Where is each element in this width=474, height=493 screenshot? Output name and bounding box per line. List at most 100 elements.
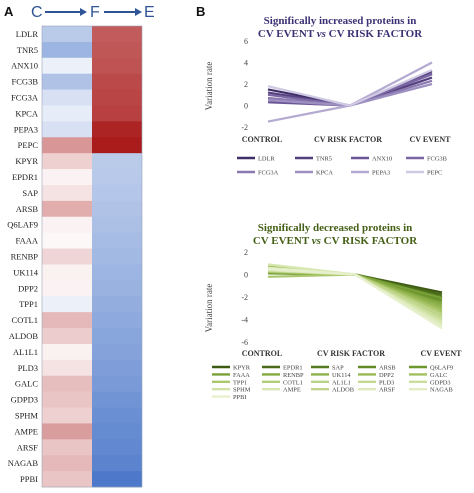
legend-item-anx10: ANX10 — [351, 156, 392, 163]
legend-item-ppbi: PPBI — [212, 394, 247, 401]
legend-label: EPDR1 — [283, 365, 303, 372]
legend-item-tpp1: TPP1 — [212, 379, 247, 386]
heatmap-cell-kpca-1 — [92, 105, 142, 122]
legend-label: ALDOB — [332, 387, 354, 394]
heatmap-cell-tpp1-0 — [42, 296, 92, 313]
heatmap-cell-sphm-1 — [92, 407, 142, 424]
heatmap-cell-q6laf9-0 — [42, 216, 92, 234]
heatmap-cell-uk114-1 — [92, 264, 142, 281]
heatmap-cell-kpyr-1 — [92, 153, 142, 170]
legend-label: GALC — [430, 372, 447, 379]
heatmap-row-label-ldlr: LDLR — [16, 29, 39, 39]
legend-label: UK114 — [332, 372, 351, 379]
decreased-chart-legend: KPYR EPDR1 SAP ARSB Q6LAF9 FAAA RENBP UK114 DPP2… — [212, 365, 453, 401]
increased-chart: Significally increased proteins in CV EV… — [204, 15, 451, 177]
legend-item-fcg3a: FCG3A — [237, 170, 279, 177]
heatmap-cell-ldlr-0 — [42, 26, 92, 43]
heatmap-cell-anx10-1 — [92, 57, 142, 75]
legend-item-cotl1: COTL1 — [262, 379, 303, 386]
heatmap-row-label-q6laf9: Q6LAF9 — [7, 220, 38, 230]
header-e: E — [144, 4, 155, 21]
heatmap-cell-gdpd3-0 — [42, 391, 92, 408]
legend-label: KPYR — [233, 365, 251, 372]
heatmap-cell-arsf-0 — [42, 439, 92, 456]
heatmap-cell-epdr1-0 — [42, 169, 92, 186]
ytick-label: 2 — [244, 248, 248, 257]
heatmap-row-label-gdpd3: GDPD3 — [11, 395, 38, 405]
ytick-label: 6 — [244, 37, 248, 46]
heatmap-cell-kpca-0 — [42, 105, 92, 122]
legend-item-al1l1: AL1L1 — [311, 379, 351, 386]
legend-item-renbp: RENBP — [262, 372, 304, 379]
heatmap-cell-fcg3a-1 — [92, 89, 142, 106]
decreased-chart-title-line2: CV EVENT vs CV RISK FACTOR — [253, 235, 418, 247]
heatmap-row-label-ppbi: PPBI — [20, 474, 38, 484]
x-category-control: CONTROL — [242, 349, 282, 358]
heatmap-cell-fcg3a-0 — [42, 89, 92, 106]
increased-chart-title-line2: CV EVENT vs CV RISK FACTOR — [258, 28, 423, 40]
heatmap-row-label-sphm: SPHM — [15, 410, 39, 420]
heatmap-cell-al1l1-0 — [42, 343, 92, 361]
increased-chart-title-line1: Significally increased proteins in — [264, 15, 417, 27]
legend-item-dpp2: DPP2 — [358, 372, 394, 379]
header-c: C — [31, 4, 43, 21]
heatmap-row-label-cotl1: COTL1 — [12, 315, 38, 325]
ytick-label: 0 — [244, 102, 248, 111]
legend-label: FCG3B — [427, 156, 447, 163]
legend-item-epdr1: EPDR1 — [262, 365, 303, 372]
heatmap-row-label-galc: GALC — [15, 379, 38, 389]
heatmap-row-label-anx10: ANX10 — [11, 61, 38, 71]
heatmap-row-label-pepa3: PEPA3 — [14, 124, 38, 134]
legend-label: TPP1 — [233, 379, 247, 386]
heatmap-cell-galc-0 — [42, 375, 92, 393]
legend-label: RENBP — [283, 372, 304, 379]
heatmap-cell-arsb-1 — [92, 200, 142, 218]
legend-item-tnr5: TNR5 — [295, 156, 332, 163]
heatmap-cell-arsb-0 — [42, 200, 92, 218]
legend-item-uk114: UK114 — [311, 372, 351, 379]
decreased-chart: Significally decreased proteins in CV EV… — [204, 222, 462, 401]
legend-label: COTL1 — [283, 379, 303, 386]
heatmap-cell-pld3-0 — [42, 359, 92, 377]
heatmap: LDLR TNR5 ANX10 FCG3B FCG3A KPCA PEPA3 PEPC KPYR… — [7, 25, 143, 488]
heatmap-cell-renbp-1 — [92, 248, 142, 265]
heatmap-cell-faaa-0 — [42, 232, 92, 249]
heatmap-cell-renbp-0 — [42, 248, 92, 265]
decreased-chart-lines — [267, 263, 443, 330]
legend-label: PLD3 — [379, 379, 394, 386]
legend-item-pepa3: PEPA3 — [351, 170, 390, 177]
heatmap-row-label-kpyr: KPYR — [15, 156, 38, 166]
legend-item-pld3: PLD3 — [358, 379, 394, 386]
ytick-label: 2 — [244, 80, 248, 89]
increased-chart-yaxis: -2 0 2 4 6 — [241, 37, 248, 132]
legend-item-fcg3b: FCG3B — [406, 156, 447, 163]
heatmap-cell-tpp1-1 — [92, 296, 142, 313]
legend-label: Q6LAF9 — [430, 365, 453, 372]
heatmap-cell-al1l1-1 — [92, 343, 142, 361]
heatmap-cell-ppbi-0 — [42, 471, 92, 488]
panel-label-b: B — [196, 4, 205, 19]
decreased-chart-yaxis: -6 -4 -2 0 2 — [241, 248, 248, 347]
legend-label: SPHM — [233, 387, 251, 394]
heatmap-cell-sap-0 — [42, 184, 92, 202]
legend-item-kpyr: KPYR — [212, 365, 251, 372]
legend-item-arsf: ARSF — [358, 387, 395, 394]
legend-label: AMPE — [283, 387, 301, 394]
legend-label: KPCA — [316, 170, 333, 177]
legend-label: GDPD3 — [430, 379, 451, 386]
arrow-head-icon — [135, 8, 142, 16]
legend-item-aldob: ALDOB — [311, 387, 354, 394]
heatmap-cell-pepa3-1 — [92, 121, 142, 138]
legend-label: ARSB — [379, 365, 396, 372]
heatmap-row-label-uk114: UK114 — [13, 267, 38, 277]
header-f: F — [90, 4, 100, 21]
heatmap-row-label-ampe: AMPE — [14, 426, 38, 436]
legend-item-q6laf9: Q6LAF9 — [409, 365, 453, 372]
ytick-label: 0 — [244, 271, 248, 280]
legend-item-ldlr: LDLR — [237, 156, 275, 163]
legend-item-arsb: ARSB — [358, 365, 396, 372]
heatmap-cell-aldob-0 — [42, 328, 92, 345]
heatmap-row-label-arsf: ARSF — [17, 442, 39, 452]
heatmap-cell-gdpd3-1 — [92, 391, 142, 408]
legend-label: PPBI — [233, 394, 247, 401]
